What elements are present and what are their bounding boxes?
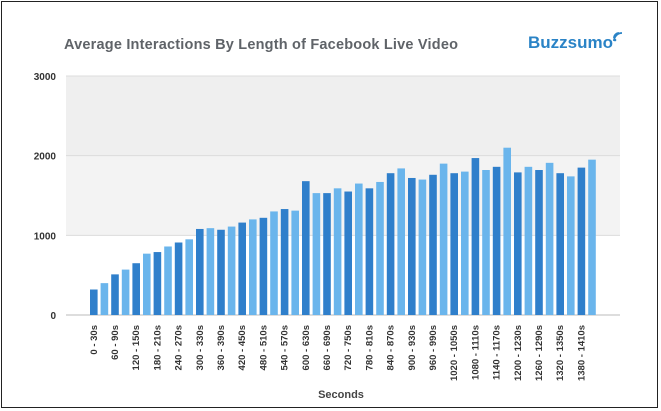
bar-15: [249, 219, 257, 315]
x-tick-label: 1380 - 1410s: [576, 325, 587, 381]
x-tick-label: 900 - 930s: [407, 325, 418, 370]
bar-3: [121, 269, 130, 315]
bar-29: [397, 168, 405, 315]
x-tick-label: 1140 - 1170s: [492, 325, 503, 380]
bar-9: [185, 239, 193, 315]
bar-24: [344, 191, 352, 315]
bar-13: [227, 226, 236, 315]
y-tick-label: 3000: [34, 72, 57, 83]
bar-41: [524, 166, 533, 315]
y-axis-ticks: 0 1000 2000 3000: [34, 72, 57, 322]
x-tick-label: 480 - 510s: [258, 325, 269, 370]
bar-26: [365, 188, 374, 315]
x-tick-label: 660 - 690s: [322, 325, 333, 370]
x-tick-label: 540 - 570s: [280, 325, 291, 370]
brand-name: Buzzsumo: [528, 33, 613, 52]
bar-17: [270, 211, 278, 315]
bar-6: [153, 252, 162, 315]
x-tick-label: 1200 - 1230s: [513, 325, 524, 381]
x-tick-label: 1320 - 1350s: [555, 325, 566, 381]
bar-27: [376, 181, 384, 315]
bar-38: [492, 166, 501, 315]
x-tick-label: 0 - 30s: [89, 325, 100, 355]
bar-4: [132, 263, 140, 315]
bar-28: [386, 173, 395, 315]
bar-35: [461, 171, 469, 315]
x-tick-label: 180 - 210s: [152, 325, 163, 370]
x-tick-label: 360 - 390s: [216, 325, 227, 370]
bar-20: [302, 181, 310, 315]
x-tick-label: 780 - 810s: [364, 325, 375, 370]
bar-31: [418, 179, 427, 315]
bar-23: [333, 188, 342, 315]
y-tick-label: 2000: [34, 152, 57, 163]
bar-5: [143, 253, 151, 315]
grid-band: [66, 76, 620, 156]
bar-14: [238, 222, 246, 315]
x-axis-label: Seconds: [318, 389, 364, 401]
bar-12: [217, 229, 225, 315]
bar-25: [355, 183, 363, 315]
bar-32: [429, 174, 437, 315]
bar-16: [259, 217, 268, 315]
bar-45: [567, 176, 575, 315]
bars: [90, 147, 596, 315]
bar-30: [408, 177, 416, 315]
bar-2: [111, 274, 119, 315]
bar-37: [482, 170, 490, 315]
bar-10: [196, 228, 204, 315]
bar-33: [439, 163, 448, 315]
x-tick-label: 60 - 90s: [110, 325, 121, 360]
bar-34: [450, 173, 458, 315]
bar-1: [100, 283, 109, 315]
x-tick-label: 720 - 750s: [343, 325, 354, 370]
x-tick-label: 600 - 630s: [301, 325, 312, 370]
bar-21: [312, 193, 321, 315]
x-tick-label: 420 - 450s: [237, 325, 248, 370]
bar-43: [545, 162, 554, 315]
x-axis-ticks: 0 - 30s 60 - 90s 120 - 150s 180 - 210s 240 -…: [89, 325, 588, 381]
bar-7: [164, 246, 172, 315]
x-tick-label: 840 - 870s: [386, 325, 397, 370]
x-tick-label: 960 - 990s: [428, 325, 439, 370]
bar-11: [206, 228, 215, 315]
bar-40: [514, 172, 522, 315]
bar-44: [556, 173, 564, 315]
bar-19: [291, 210, 299, 315]
bar-36: [471, 158, 480, 315]
brand-logo: Buzzsumo: [528, 32, 623, 53]
bar-8: [174, 242, 183, 315]
x-tick-label: 300 - 330s: [195, 325, 206, 370]
y-tick-label: 1000: [34, 231, 57, 242]
x-tick-label: 1020 - 1050s: [449, 325, 460, 381]
y-tick-label: 0: [50, 311, 56, 322]
bar-22: [323, 193, 331, 315]
x-tick-label: 120 - 150s: [131, 325, 142, 370]
bar-46: [577, 167, 586, 315]
x-tick-label: 1260 - 1290s: [534, 325, 545, 381]
x-tick-label: 1080 - 1110s: [470, 325, 481, 380]
wifi-signal-icon: [613, 32, 623, 42]
x-tick-label: 240 - 270s: [174, 325, 185, 370]
chart-title: Average Interactions By Length of Facebo…: [64, 37, 459, 53]
bar-0: [90, 289, 98, 315]
bar-42: [535, 170, 543, 315]
bar-39: [503, 147, 511, 315]
bar-47: [588, 159, 596, 315]
bar-18: [280, 209, 289, 315]
